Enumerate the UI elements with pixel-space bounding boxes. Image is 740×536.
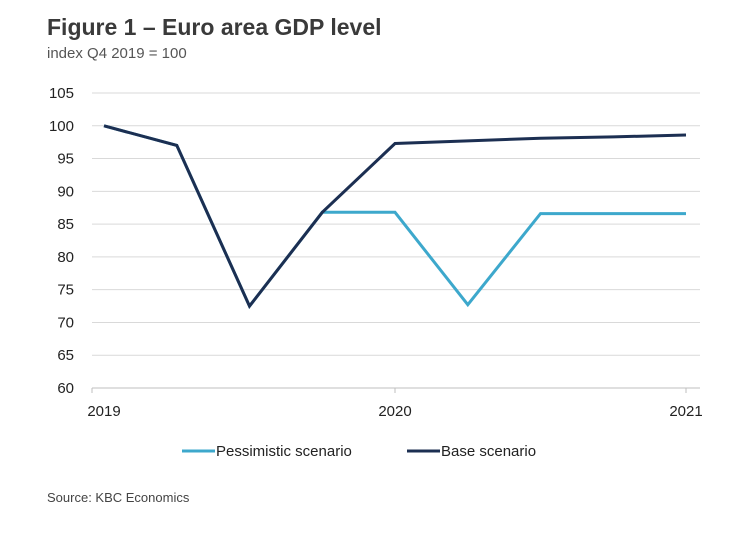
y-tick-label: 105 — [49, 85, 74, 102]
legend-label: Pessimistic scenario — [216, 443, 352, 460]
legend-label: Base scenario — [441, 443, 536, 460]
x-tick-label: 2020 — [378, 403, 411, 420]
gridlines — [92, 92, 700, 356]
y-tick-label: 100 — [49, 118, 74, 135]
x-axis-ticks: 2019 2020 2021 — [87, 388, 703, 420]
y-tick-label: 85 — [57, 216, 74, 233]
y-tick-label: 75 — [57, 282, 74, 299]
legend: Pessimistic scenario Base scenario — [182, 443, 536, 460]
y-tick-label: 80 — [57, 249, 74, 266]
chart-title: Figure 1 – Euro area GDP level — [47, 14, 382, 40]
y-tick-label: 70 — [57, 314, 74, 331]
chart-subtitle: index Q4 2019 = 100 — [47, 45, 187, 62]
y-tick-label: 60 — [57, 380, 74, 397]
x-tick-label: 2021 — [669, 403, 702, 420]
y-tick-label: 90 — [57, 183, 74, 200]
y-tick-label: 65 — [57, 347, 74, 364]
series-line-pessimistic — [103, 124, 686, 309]
series-lines — [103, 124, 687, 309]
y-tick-label: 95 — [57, 151, 74, 168]
x-tick-label: 2019 — [87, 403, 120, 420]
series-line-base — [103, 124, 687, 309]
source-note: Source: KBC Economics — [47, 490, 190, 505]
y-axis-ticks: 60 65 70 75 80 85 90 95 100 105 — [49, 85, 74, 397]
